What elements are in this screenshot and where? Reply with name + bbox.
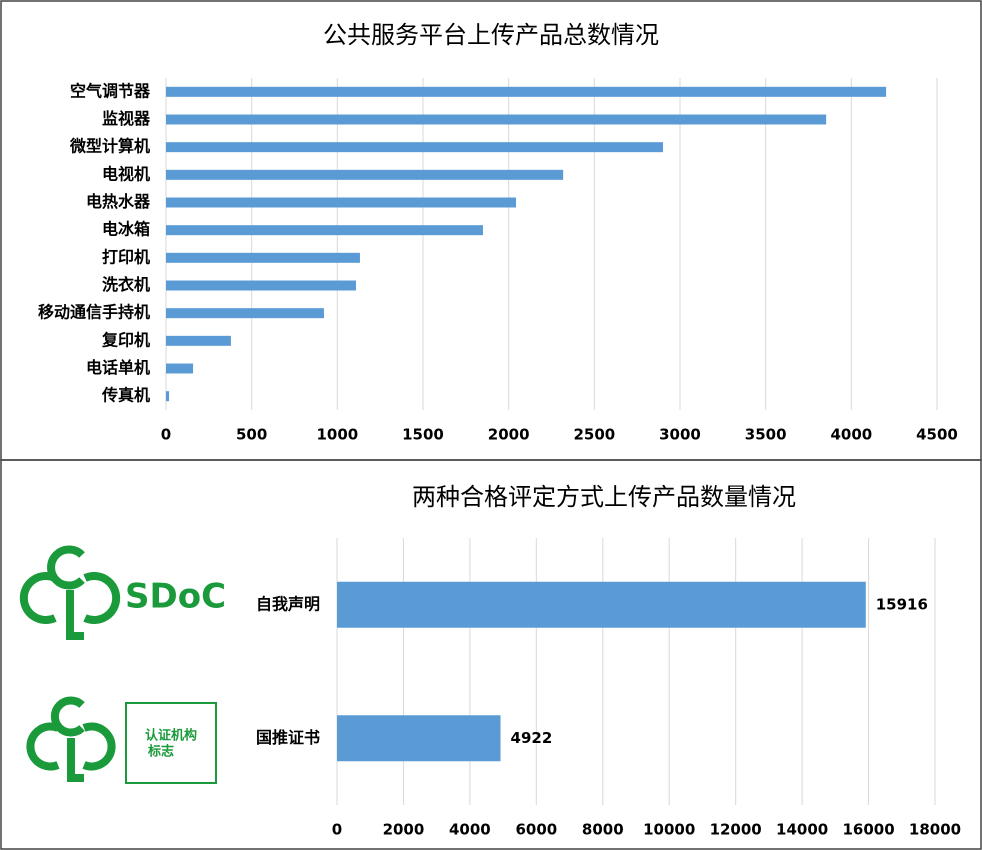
- bar: [166, 308, 324, 319]
- x-tick-label: 4000: [449, 821, 491, 839]
- y-tick-label: 电话单机: [86, 358, 150, 377]
- y-tick-label: 传真机: [101, 386, 150, 405]
- bar: [337, 715, 501, 762]
- y-tick-label: 监视器: [102, 109, 151, 128]
- x-tick-label: 3000: [659, 426, 701, 444]
- x-tick-label: 6000: [515, 821, 557, 839]
- ccc-logo: [19, 545, 121, 640]
- y-tick-label: 电视机: [102, 164, 150, 183]
- bar: [166, 114, 827, 125]
- chart-title: 两种合格评定方式上传产品数量情况: [412, 483, 796, 511]
- x-tick-label: 4500: [916, 426, 958, 444]
- x-tick-label: 10000: [643, 821, 695, 839]
- bar: [166, 335, 231, 346]
- x-tick-label: 500: [236, 426, 267, 444]
- x-tick-label: 18000: [909, 821, 961, 839]
- chart-title: 公共服务平台上传产品总数情况: [323, 21, 659, 49]
- y-tick-label: 移动通信手持机: [38, 303, 150, 322]
- y-tick-label: 国推证书: [256, 728, 320, 747]
- x-tick-label: 8000: [582, 821, 624, 839]
- data-label: 15916: [876, 595, 928, 613]
- panel-border: [0, 459, 982, 850]
- y-tick-label: 洗衣机: [102, 275, 150, 294]
- x-tick-label: 2500: [573, 426, 615, 444]
- bar: [166, 280, 357, 291]
- y-tick-label: 电热水器: [86, 192, 151, 211]
- x-tick-label: 2000: [488, 426, 530, 444]
- data-label: 4922: [511, 729, 553, 747]
- y-tick-label: 复印机: [101, 330, 150, 349]
- mark-box: [125, 702, 217, 784]
- bar: [166, 197, 517, 208]
- bar: [166, 363, 194, 374]
- y-tick-label: 打印机: [102, 247, 150, 266]
- mark-label: 认证机构: [145, 728, 197, 744]
- y-tick-label: 自我声明: [256, 594, 320, 613]
- y-tick-label: 微型计算机: [69, 137, 150, 156]
- x-tick-label: 16000: [842, 821, 894, 839]
- x-tick-label: 1000: [316, 426, 358, 444]
- bar: [166, 252, 360, 263]
- x-tick-label: 1500: [402, 426, 444, 444]
- bar: [166, 86, 887, 97]
- bar: [337, 581, 866, 628]
- x-tick-label: 3500: [745, 426, 787, 444]
- x-tick-label: 0: [161, 426, 171, 444]
- mark-label: 标志: [147, 744, 174, 760]
- x-tick-label: 2000: [383, 821, 425, 839]
- bar: [166, 391, 170, 402]
- ccc-logo: [26, 696, 116, 782]
- y-tick-label: 空气调节器: [70, 81, 151, 100]
- x-tick-label: 0: [332, 821, 342, 839]
- bar: [166, 225, 483, 236]
- y-tick-label: 电冰箱: [102, 220, 150, 239]
- x-tick-label: 12000: [710, 821, 762, 839]
- bar: [166, 169, 564, 180]
- x-tick-label: 4000: [830, 426, 872, 444]
- x-tick-label: 14000: [776, 821, 828, 839]
- bar: [166, 142, 664, 153]
- sdoc-label: SDoC: [125, 577, 226, 617]
